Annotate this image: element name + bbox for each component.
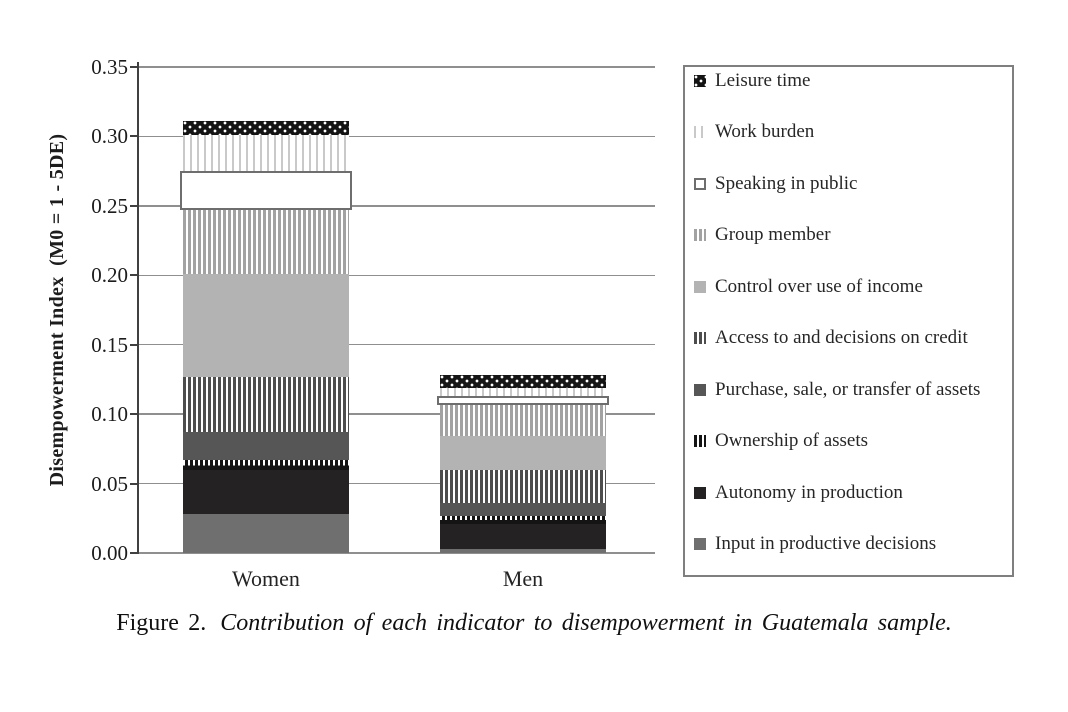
legend-item-autonomy: Autonomy in production [694,481,1012,532]
legend-marker-group-icon [694,229,706,242]
legend-marker-work_burden-icon [694,126,706,139]
gridline [139,552,655,554]
y-tick-label: 0.30 [91,124,128,149]
bar-segment-credit [440,469,606,504]
y-tick-mark [130,274,139,277]
legend-item-ownership: Ownership of assets [694,429,1012,480]
bar-segment-input [183,514,349,553]
gridline [139,482,655,485]
legend-label: Group member [715,224,831,246]
legend-label: Speaking in public [715,172,858,194]
y-tick-label: 0.00 [91,541,128,565]
x-axis-label-women: Women [232,566,300,591]
bar-segment-leisure [183,121,349,136]
legend-label: Work burden [715,121,815,143]
legend-item-credit: Access to and decisions on credit [694,326,1012,377]
bar-segment-purchase [440,503,606,516]
bar-women [180,121,352,553]
y-tick-mark [130,343,139,346]
bar-segment-input [440,548,606,553]
legend-label: Autonomy in production [715,481,903,503]
y-tick-mark [130,413,139,416]
legend-item-purchase: Purchase, sale, or transfer of assets [694,378,1012,429]
bar-segment-group [183,210,349,274]
plot-area [139,66,655,554]
legend-marker-speaking-icon [694,177,706,190]
y-tick-label: 0.20 [91,263,128,288]
gridline [139,66,655,68]
legend-item-leisure: Leisure time [694,69,1012,120]
bar-segment-ownership [440,515,606,524]
gridline [139,343,655,346]
caption-text: Contribution of each indicator to disemp… [220,610,952,636]
y-tick-mark [130,66,139,68]
caption-label: Figure 2. [116,610,207,636]
bar-segment-credit [183,376,349,433]
bar-segment-autonomy [440,523,606,549]
legend-marker-purchase-icon [694,383,706,396]
y-tick-label: 0.15 [91,332,128,357]
bar-men [437,375,609,553]
legend-marker-autonomy-icon [694,486,706,499]
y-axis-line [137,62,139,554]
y-tick-label: 0.10 [91,402,128,427]
legend-marker-credit-icon [694,332,706,345]
legend-label: Purchase, sale, or transfer of assets [715,378,981,400]
legend-items: Leisure time Work burden Speaking in publi… [694,69,1012,575]
legend-label: Leisure time [715,70,811,91]
y-tick-mark [130,552,139,554]
y-tick-label: 0.05 [91,471,128,496]
gridline [139,135,655,138]
bar-segment-income [440,436,606,470]
bar-segment-autonomy [183,469,349,515]
legend-marker-ownership-icon [694,435,706,448]
bar-segment-speaking [180,171,352,211]
gridline [139,205,655,207]
y-tick-label: 0.25 [91,193,128,218]
gridline [139,274,655,277]
legend-label: Access to and decisions on credit [715,327,968,349]
gridline [139,413,655,415]
legend-label: Control over use of income [715,275,923,297]
bar-segment-income [183,273,349,377]
legend-item-speaking: Speaking in public [694,172,1012,223]
legend-item-group: Group member [694,223,1012,274]
x-axis-label-men: Men [502,566,544,591]
legend-item-work_burden: Work burden [694,120,1012,171]
bar-segment-work_burden [183,135,349,172]
y-tick-mark [130,135,139,138]
bar-segment-ownership [183,459,349,470]
figure-caption: Figure 2. Contribution of each indicator … [0,610,1068,637]
bar-segment-purchase [183,432,349,460]
legend-box: Leisure time Work burden Speaking in publi… [683,65,1014,577]
y-tick-mark [130,482,139,485]
legend-label: Input in productive decisions [715,532,937,554]
bar-segment-speaking [437,396,609,405]
bar-segment-group [440,404,606,437]
legend-item-income: Control over use of income [694,275,1012,326]
legend-label: Ownership of assets [715,430,869,452]
bar-segment-work_burden [440,387,606,397]
y-tick-label: 0.35 [91,55,128,79]
legend-marker-income-icon [694,280,706,293]
legend-marker-input-icon [694,537,706,550]
legend-marker-leisure-icon [694,75,706,87]
legend-item-input: Input in productive decisions [694,532,1012,575]
y-tick-mark [130,204,139,207]
bar-segment-leisure [440,375,606,388]
